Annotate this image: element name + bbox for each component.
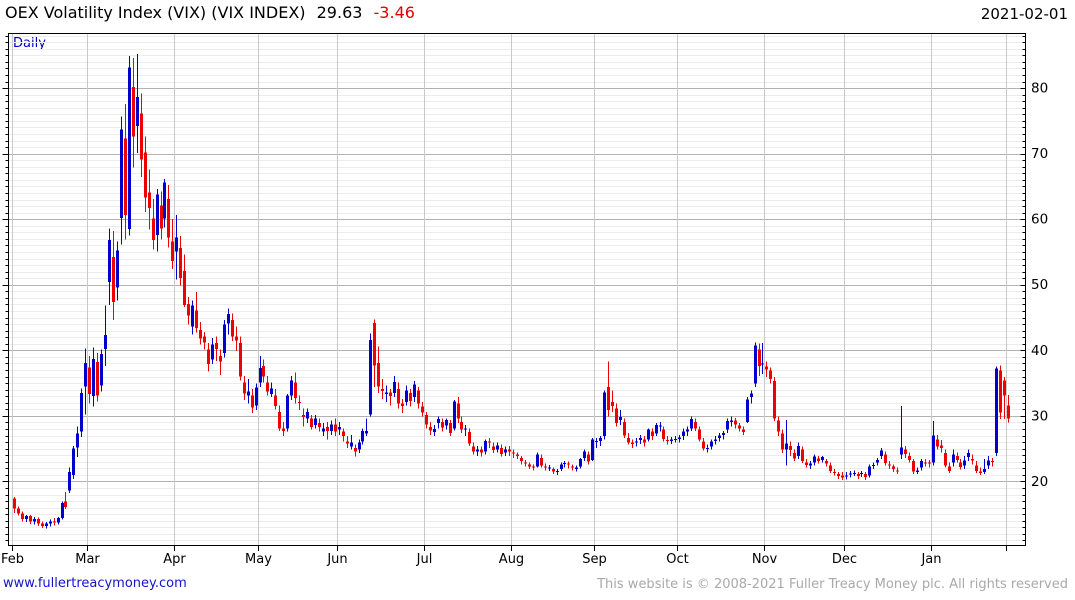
y-axis-labels: 20 30 40 50 60 70 80 [1031,81,1048,490]
website-link[interactable]: www.fullertreacymoney.com [3,576,187,591]
y-axis-label: 50 [1031,277,1048,293]
x-axis-month-label: May [245,552,272,567]
month-gridlines [12,33,1007,545]
minor-gridlines [8,36,1026,541]
y-axis-label: 60 [1031,212,1048,228]
x-axis-month-label: Jan [920,552,941,567]
chart-title-bar: OEX Volatility Index (VIX) (VIX INDEX) 2… [5,3,421,22]
x-ticks [12,545,1007,551]
last-price: 29.63 [316,3,363,22]
x-axis-labels: Feb Mar Apr May Jun Jul Aug Sep Oct Nov Dec Jan [1,552,942,567]
major-gridlines [8,88,1026,482]
copyright-text: This website is © 2008-2021 Fuller Treac… [597,577,1068,592]
y-ticks [2,36,1026,541]
candlesticks [13,53,1010,529]
axes [8,33,1026,546]
x-axis-month-label: Dec [832,552,857,567]
x-axis-month-label: Jun [326,552,347,567]
x-axis-month-label: Apr [163,552,186,567]
y-axis-label: 30 [1031,408,1048,424]
x-axis-month-label: Mar [75,552,100,567]
y-axis-label: 70 [1031,146,1048,162]
x-axis-month-label: Oct [666,552,688,567]
interval-label: Daily [13,36,46,51]
page-title: OEX Volatility Index (VIX) (VIX INDEX) [5,3,306,22]
y-axis-label: 20 [1031,474,1048,490]
x-axis-month-label: Aug [499,552,524,567]
y-axis-label: 40 [1031,343,1048,359]
price-change: -3.46 [373,3,415,22]
cursor-date-label: 2021-02-01 [980,5,1068,23]
x-axis-month-label: Feb [1,552,24,567]
x-axis-month-label: Jul [416,552,433,567]
x-axis-month-label: Nov [752,552,778,567]
y-axis-label: 80 [1031,81,1048,97]
x-axis-month-label: Sep [582,552,607,567]
